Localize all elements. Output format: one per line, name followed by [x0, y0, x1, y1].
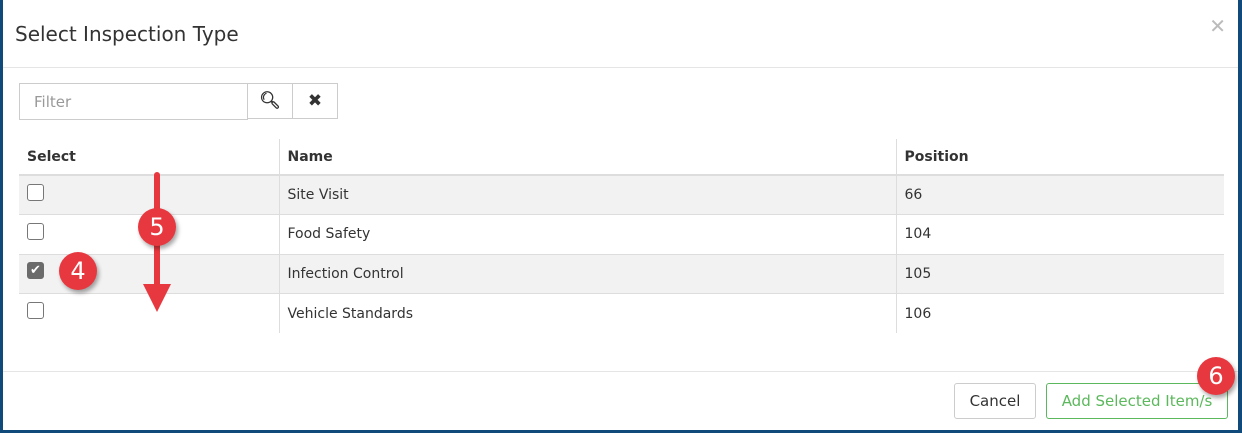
- name-cell: Food Safety: [278, 214, 896, 254]
- row-checkbox[interactable]: [27, 222, 44, 240]
- step-badge-6: 6: [1197, 357, 1235, 395]
- select-inspection-type-dialog: Select Inspection Type ✕ 🔍︎ ✖ Select Nam…: [3, 0, 1238, 430]
- row-checkbox[interactable]: [27, 302, 44, 319]
- clear-filter-button[interactable]: ✖: [292, 83, 338, 119]
- select-cell: [19, 174, 279, 215]
- times-icon: ✖: [307, 91, 323, 111]
- table-row[interactable]: Vehicle Standards 106: [19, 293, 1224, 333]
- name-cell: Vehicle Standards: [278, 293, 896, 333]
- row-checkbox[interactable]: [27, 183, 44, 201]
- table-row[interactable]: ✔ Infection Control 105: [19, 253, 1224, 294]
- search-button[interactable]: 🔍︎: [247, 83, 293, 119]
- cancel-button[interactable]: Cancel: [954, 383, 1036, 419]
- filter-input[interactable]: [19, 83, 248, 120]
- position-cell: 106: [895, 293, 1224, 333]
- row-checkbox[interactable]: ✔: [27, 262, 44, 280]
- position-cell: 105: [895, 253, 1224, 294]
- step-badge-5: 5: [138, 208, 176, 246]
- search-icon: 🔍︎: [259, 91, 281, 111]
- divider: [3, 371, 1238, 372]
- column-header-position: Position: [895, 139, 1224, 176]
- name-cell: Infection Control: [278, 253, 896, 294]
- position-cell: 66: [895, 174, 1224, 215]
- divider: [3, 67, 1238, 68]
- name-cell: Site Visit: [278, 174, 896, 215]
- column-header-select: Select: [19, 139, 279, 176]
- step-badge-4: 4: [59, 252, 97, 290]
- position-cell: 104: [895, 214, 1224, 254]
- close-icon[interactable]: ✕: [1209, 14, 1226, 38]
- column-header-name: Name: [278, 139, 896, 176]
- add-selected-items-button[interactable]: Add Selected Item/s: [1046, 383, 1228, 419]
- dialog-title: Select Inspection Type: [15, 22, 239, 46]
- table-row[interactable]: Site Visit 66: [19, 174, 1224, 215]
- inspection-type-table: Select Name Position Site Visit 66 Food …: [19, 139, 1224, 333]
- table-row[interactable]: Food Safety 104: [19, 214, 1224, 254]
